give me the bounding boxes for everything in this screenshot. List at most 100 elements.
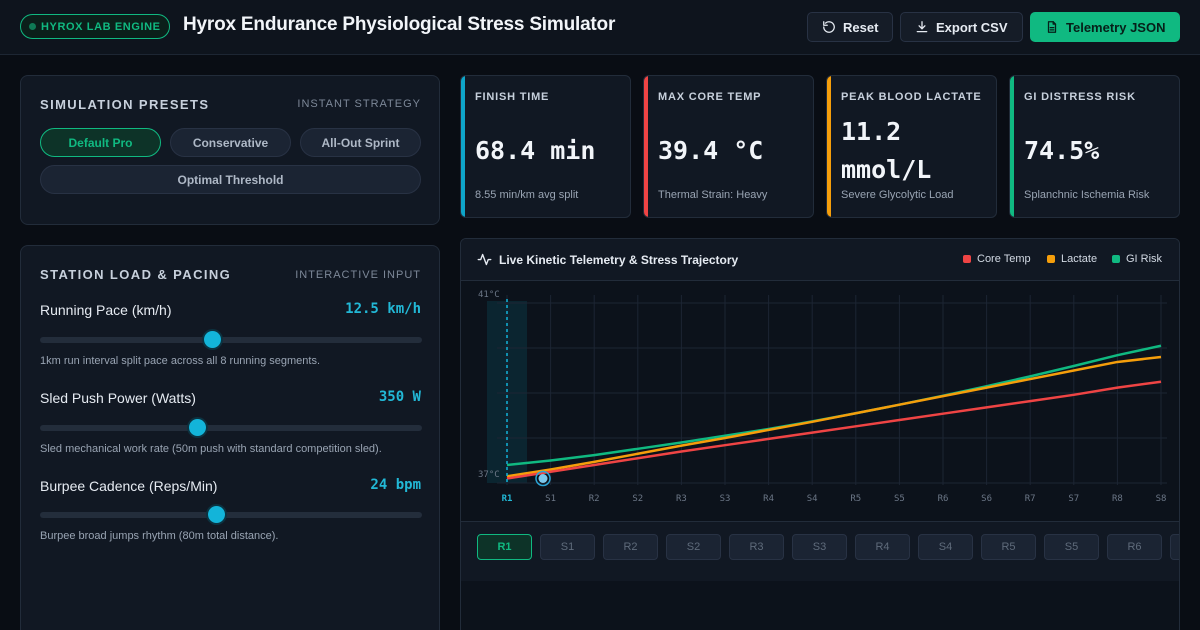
x-tick-label: S2 bbox=[632, 494, 643, 504]
legend-swatch-gi-risk bbox=[1112, 255, 1120, 263]
reset-button-label: Reset bbox=[843, 19, 879, 35]
legend-swatch-lactate bbox=[1047, 255, 1055, 263]
segment-button-s2[interactable]: S2 bbox=[666, 534, 721, 560]
reset-icon bbox=[823, 21, 835, 33]
x-tick-label: S3 bbox=[720, 494, 731, 504]
sled-push-label: Sled Push Power (Watts) bbox=[40, 390, 196, 406]
activity-icon bbox=[477, 253, 492, 266]
running-pace-value: 12.5 km/h bbox=[345, 301, 421, 317]
x-tick-label: S1 bbox=[545, 494, 556, 504]
legend-gi-risk: GI Risk bbox=[1112, 253, 1162, 265]
x-tick-label: S8 bbox=[1156, 494, 1167, 504]
sled-push-slider[interactable] bbox=[40, 419, 422, 436]
burpee-cadence-value: 24 bpm bbox=[370, 477, 421, 493]
controls-title: STATION LOAD & PACING bbox=[40, 267, 232, 282]
running-pace-slider[interactable] bbox=[40, 331, 422, 348]
file-icon bbox=[1047, 21, 1057, 33]
y-tick-label: 37°C bbox=[478, 470, 500, 480]
presets-panel: SIMULATION PRESETS INSTANT STRATEGY Defa… bbox=[20, 75, 440, 225]
series-line-core-temp bbox=[506, 380, 1162, 480]
chart-title: Live Kinetic Telemetry & Stress Trajecto… bbox=[499, 253, 739, 267]
controls-panel: STATION LOAD & PACING INTERACTIVE INPUT … bbox=[20, 245, 440, 630]
playhead-marker-ring bbox=[535, 470, 551, 487]
x-tick-label: R3 bbox=[676, 494, 687, 504]
segment-button-r4[interactable]: R4 bbox=[855, 534, 910, 560]
x-tick-label: S7 bbox=[1068, 494, 1079, 504]
x-tick-label: R2 bbox=[589, 494, 600, 504]
series-line-lactate bbox=[506, 355, 1162, 478]
x-tick-label: S5 bbox=[894, 494, 905, 504]
status-dot-icon bbox=[29, 23, 36, 30]
blood-lactate-accent bbox=[827, 76, 831, 217]
y-tick-label: 41°C bbox=[478, 290, 500, 300]
controls-tag: INTERACTIVE INPUT bbox=[295, 269, 421, 281]
burpee-cadence-desc: Burpee broad jumps rhythm (80m total dis… bbox=[40, 530, 279, 542]
segment-button-r6[interactable]: R6 bbox=[1107, 534, 1162, 560]
legend-label-core-temp: Core Temp bbox=[977, 253, 1031, 265]
gi-risk-sub: Splanchnic Ischemia Risk bbox=[1024, 189, 1150, 201]
stat-card-core-temp: MAX CORE TEMP 39.4 °C Thermal Strain: He… bbox=[643, 75, 814, 218]
preset-default-pro[interactable]: Default Pro bbox=[40, 128, 161, 157]
core-temp-label: MAX CORE TEMP bbox=[658, 91, 762, 103]
legend-lactate: Lactate bbox=[1047, 253, 1097, 265]
x-tick-label: S6 bbox=[981, 494, 992, 504]
running-pace-label: Running Pace (km/h) bbox=[40, 302, 172, 318]
burpee-cadence-slider[interactable] bbox=[40, 506, 422, 523]
preset-all-out-sprint[interactable]: All-Out Sprint bbox=[300, 128, 421, 157]
blood-lactate-sub: Severe Glycolytic Load bbox=[841, 189, 954, 201]
export-csv-label: Export CSV bbox=[936, 19, 1008, 35]
telemetry-line-chart[interactable]: 41°C 37°C R1 S1 R2 S2 R3 S3 R4 S4 R5 S5 R6 S6 R7 S7 R8 S8 bbox=[461, 281, 1180, 521]
blood-lactate-value: 11.2 mmol/L bbox=[841, 117, 932, 184]
segment-button-s6[interactable]: S6 bbox=[1170, 534, 1179, 560]
segment-button-s3[interactable]: S3 bbox=[792, 534, 847, 560]
series-line-gi-risk bbox=[506, 344, 1162, 467]
telemetry-json-button[interactable]: Telemetry JSON bbox=[1030, 12, 1181, 42]
running-pace-desc: 1km run interval split pace across all 8… bbox=[40, 355, 321, 367]
x-tick-label: R4 bbox=[763, 494, 774, 504]
gi-risk-value: 74.5% bbox=[1024, 136, 1100, 165]
sled-push-desc: Sled mechanical work rate (50m push with… bbox=[40, 443, 382, 455]
presets-tag: INSTANT STRATEGY bbox=[297, 98, 421, 110]
stat-card-finish-time: FINISH TIME 68.4 min 8.55 min/km avg spl… bbox=[460, 75, 631, 218]
reset-button[interactable]: Reset bbox=[807, 12, 894, 42]
sled-push-value: 350 W bbox=[378, 389, 421, 405]
finish-time-accent bbox=[461, 76, 465, 217]
legend-label-gi-risk: GI Risk bbox=[1126, 253, 1163, 265]
segment-button-r2[interactable]: R2 bbox=[603, 534, 658, 560]
engine-badge-label: HYROX LAB ENGINE bbox=[41, 20, 161, 33]
segment-button-s5[interactable]: S5 bbox=[1044, 534, 1099, 560]
finish-time-sub: 8.55 min/km avg split bbox=[475, 189, 579, 201]
download-icon bbox=[916, 21, 928, 33]
export-csv-button[interactable]: Export CSV bbox=[900, 12, 1023, 42]
app-header: HYROX LAB ENGINE Hyrox Endurance Physiol… bbox=[0, 0, 1200, 55]
telemetry-json-label: Telemetry JSON bbox=[1066, 19, 1166, 35]
stat-card-blood-lactate: PEAK BLOOD LACTATE 11.2 mmol/L Severe Gl… bbox=[826, 75, 997, 218]
segment-button-r3[interactable]: R3 bbox=[729, 534, 784, 560]
preset-conservative[interactable]: Conservative bbox=[170, 128, 291, 157]
sled-push-slider-thumb[interactable] bbox=[188, 419, 206, 436]
x-tick-label: R1 bbox=[502, 494, 513, 504]
burpee-cadence-slider-thumb[interactable] bbox=[207, 506, 225, 523]
core-temp-value: 39.4 °C bbox=[658, 136, 764, 165]
x-tick-label: S4 bbox=[807, 494, 818, 504]
segment-button-r5[interactable]: R5 bbox=[981, 534, 1036, 560]
chart-header: Live Kinetic Telemetry & Stress Trajecto… bbox=[461, 239, 1179, 281]
gi-risk-label: GI DISTRESS RISK bbox=[1024, 91, 1136, 103]
x-tick-label: R7 bbox=[1025, 494, 1036, 504]
x-tick-label: R5 bbox=[850, 494, 861, 504]
engine-badge: HYROX LAB ENGINE bbox=[20, 14, 170, 39]
telemetry-chart-panel: Live Kinetic Telemetry & Stress Trajecto… bbox=[460, 238, 1180, 630]
finish-time-value: 68.4 min bbox=[475, 136, 596, 165]
running-pace-slider-thumb[interactable] bbox=[203, 331, 221, 348]
core-temp-sub: Thermal Strain: Heavy bbox=[658, 189, 768, 201]
segment-button-r1[interactable]: R1 bbox=[477, 534, 532, 560]
core-temp-accent bbox=[644, 76, 648, 217]
legend-label-lactate: Lactate bbox=[1061, 253, 1098, 265]
preset-optimal-threshold[interactable]: Optimal Threshold bbox=[40, 165, 421, 194]
page-title: Hyrox Endurance Physiological Stress Sim… bbox=[183, 14, 616, 35]
segment-button-s1[interactable]: S1 bbox=[540, 534, 595, 560]
segment-button-s4[interactable]: S4 bbox=[918, 534, 973, 560]
playhead-marker-dot bbox=[538, 474, 548, 483]
blood-lactate-label: PEAK BLOOD LACTATE bbox=[841, 91, 982, 103]
